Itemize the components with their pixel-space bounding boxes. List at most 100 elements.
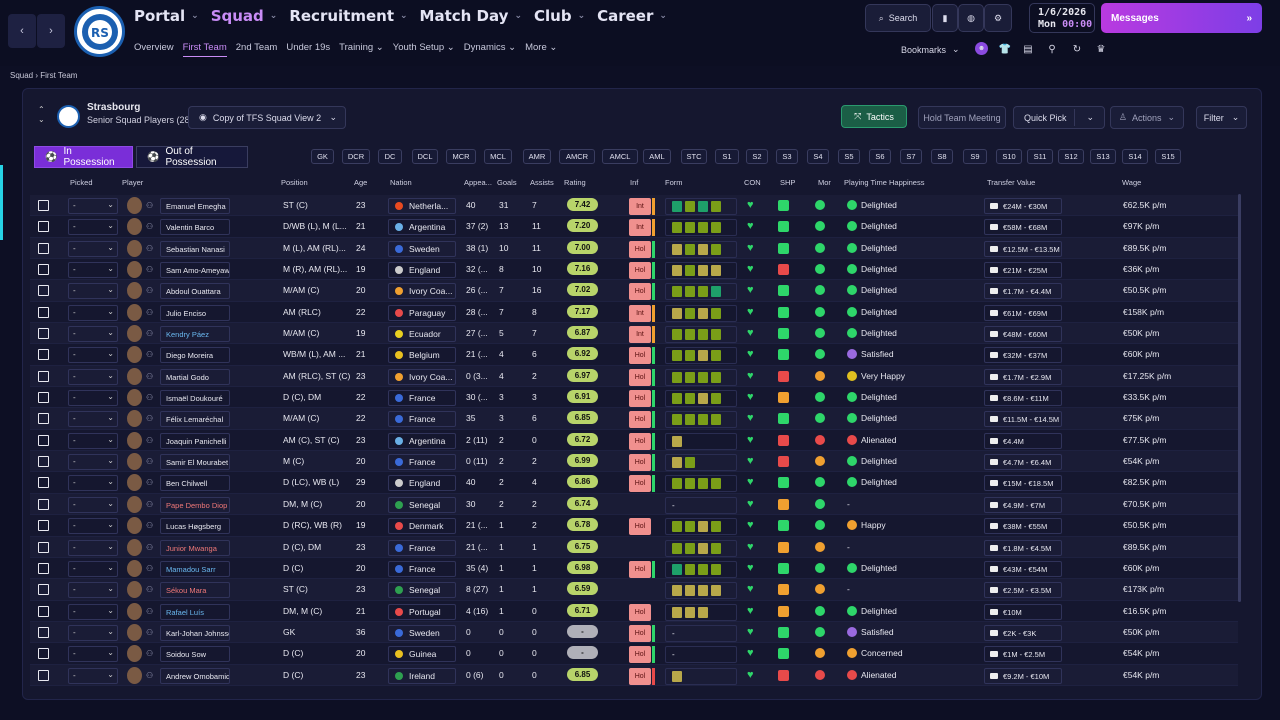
- table-row[interactable]: - ⌄ ⚇ Joaquin Panichelli AM (C), ST (C) 23 Arg…: [30, 430, 1238, 452]
- transfer-value[interactable]: €43M - €54M: [984, 560, 1062, 577]
- position-chip-amr[interactable]: AMR: [523, 149, 551, 164]
- filter-button[interactable]: Filter ⌄: [1196, 106, 1247, 129]
- bookmarks-menu[interactable]: Bookmarks ⌄: [901, 44, 960, 55]
- picked-select[interactable]: - ⌄: [68, 347, 118, 364]
- nav-career[interactable]: Career ⌄: [597, 7, 667, 25]
- quick-pick-button[interactable]: Quick Pick ⌄: [1013, 106, 1105, 129]
- column-header-rating[interactable]: Rating: [564, 178, 586, 187]
- nav-match-day[interactable]: Match Day ⌄: [420, 7, 522, 25]
- table-row[interactable]: - ⌄ ⚇ Soidou Sow D (C) 20 Guinea 0 0 0- Hol - ♥ Conce…: [30, 643, 1238, 665]
- player-name[interactable]: Martial Godo: [160, 368, 230, 385]
- transfer-value[interactable]: €2K - €3K: [984, 624, 1062, 641]
- picked-select[interactable]: - ⌄: [68, 667, 118, 684]
- column-header-inf[interactable]: Inf: [630, 178, 639, 187]
- player-name[interactable]: Rafael Luís: [160, 603, 230, 620]
- player-name[interactable]: Karl-Johan Johnsson: [160, 624, 230, 641]
- select-checkbox[interactable]: [38, 221, 49, 233]
- table-row[interactable]: - ⌄ ⚇ Valentin Barco D/WB (L), M (L... 21 Arge…: [30, 216, 1238, 238]
- picked-select[interactable]: - ⌄: [68, 560, 118, 577]
- position-chip-s2[interactable]: S2: [746, 149, 768, 164]
- picked-select[interactable]: - ⌄: [68, 582, 118, 599]
- transfer-value[interactable]: €2.5M - €3.5M: [984, 582, 1062, 599]
- select-checkbox[interactable]: [38, 242, 49, 254]
- table-row[interactable]: - ⌄ ⚇ Sebastian Nanasi M (L), AM (RL)... 24 Sw…: [30, 237, 1238, 260]
- avatar-icon[interactable]: ☻: [975, 42, 988, 55]
- player-name[interactable]: Joaquin Panichelli: [160, 432, 230, 449]
- select-checkbox[interactable]: [38, 434, 49, 446]
- transfer-value[interactable]: €15M - €18.5M: [984, 475, 1062, 492]
- player-name[interactable]: Sebastian Nanasi: [160, 240, 230, 257]
- position-chip-s10[interactable]: S10: [996, 149, 1022, 164]
- tactics-button[interactable]: ⤧ Tactics: [841, 105, 907, 128]
- position-chip-dcl[interactable]: DCL: [412, 149, 438, 164]
- picked-select[interactable]: - ⌄: [68, 304, 118, 321]
- transfer-value[interactable]: €48M - €60M: [984, 326, 1062, 343]
- table-row[interactable]: - ⌄ ⚇ Félix Lemaréchal M/AM (C) 22 France 35 3 6 6…: [30, 408, 1238, 430]
- column-header-con[interactable]: CON: [744, 178, 761, 187]
- select-checkbox[interactable]: [38, 200, 49, 211]
- position-chip-s9[interactable]: S9: [963, 149, 987, 164]
- position-chip-mcl[interactable]: MCL: [484, 149, 512, 164]
- column-header-picked[interactable]: Picked: [70, 178, 93, 187]
- transfer-value[interactable]: €1.7M - €2.9M: [984, 368, 1062, 385]
- table-row[interactable]: - ⌄ ⚇ Emanuel Emegha ST (C) 23 Netherla... 40 31…: [30, 195, 1238, 217]
- picked-select[interactable]: - ⌄: [68, 454, 118, 471]
- messages-button[interactable]: Messages»: [1101, 3, 1262, 33]
- select-checkbox[interactable]: [38, 306, 49, 318]
- picked-select[interactable]: - ⌄: [68, 624, 118, 641]
- transfer-value[interactable]: €8.6M - €11M: [984, 390, 1062, 407]
- table-row[interactable]: - ⌄ ⚇ Ben Chilwell D (LC), WB (L) 29 England 40…: [30, 472, 1238, 494]
- picked-select[interactable]: - ⌄: [68, 283, 118, 300]
- transfer-value[interactable]: €10M: [984, 603, 1062, 620]
- player-name[interactable]: Félix Lemaréchal: [160, 411, 230, 428]
- nav-squad[interactable]: Squad ⌄: [211, 7, 278, 25]
- picked-select[interactable]: - ⌄: [68, 368, 118, 385]
- column-header-assists[interactable]: Assists: [530, 178, 554, 187]
- position-chip-s13[interactable]: S13: [1090, 149, 1116, 164]
- column-header-age[interactable]: Age: [354, 178, 368, 187]
- player-name[interactable]: Junior Mwanga: [160, 539, 230, 556]
- player-nation[interactable]: Denmark: [388, 518, 456, 535]
- position-chip-s15[interactable]: S15: [1155, 149, 1181, 164]
- subnav-item[interactable]: 2nd Team: [235, 42, 278, 53]
- nav-portal[interactable]: Portal ⌄: [134, 7, 199, 25]
- select-checkbox[interactable]: [38, 520, 49, 532]
- position-chip-s1[interactable]: S1: [715, 149, 739, 164]
- clipboard-icon[interactable]: ▤: [1023, 43, 1033, 55]
- player-nation[interactable]: Ivory Coa...: [388, 368, 456, 385]
- sort-arrows[interactable]: ⌃ ⌄: [38, 105, 45, 125]
- select-checkbox[interactable]: [38, 456, 49, 468]
- player-name[interactable]: Kendry Páez: [160, 326, 230, 343]
- table-row[interactable]: - ⌄ ⚇ Abdoul Ouattara M/AM (C) 20 Ivory Coa...…: [30, 280, 1238, 302]
- player-nation[interactable]: Belgium: [388, 347, 456, 364]
- player-name[interactable]: Emanuel Emegha: [160, 198, 230, 214]
- transfer-value[interactable]: €1.7M - €4.4M: [984, 283, 1062, 300]
- player-nation[interactable]: Senegal: [388, 582, 456, 599]
- table-row[interactable]: - ⌄ ⚇ Pape Dembo Diop DM, M (C) 20 Senegal 30 2 2…: [30, 493, 1238, 516]
- player-nation[interactable]: Sweden: [388, 624, 456, 641]
- notebook-button[interactable]: ▮: [932, 4, 958, 32]
- picked-select[interactable]: - ⌄: [68, 262, 118, 279]
- transfer-value[interactable]: €24M - €30M: [984, 198, 1062, 214]
- player-name[interactable]: Andrew Omobamidele: [160, 667, 230, 684]
- position-chip-s14[interactable]: S14: [1122, 149, 1148, 164]
- select-checkbox[interactable]: [38, 562, 49, 574]
- column-header-value[interactable]: Transfer Value: [987, 178, 1036, 187]
- select-checkbox[interactable]: [38, 648, 49, 660]
- transfer-value[interactable]: €9.2M - €10M: [984, 667, 1062, 684]
- column-header-happiness[interactable]: Playing Time Happiness: [844, 178, 925, 187]
- table-row[interactable]: - ⌄ ⚇ Sékou Mara ST (C) 23 Senegal 8 (27) 1 1 6.59…: [30, 579, 1238, 601]
- player-nation[interactable]: France: [388, 411, 456, 428]
- subnav-item[interactable]: Youth Setup ⌄: [392, 42, 455, 53]
- transfer-value[interactable]: €21M - €25M: [984, 262, 1062, 279]
- column-header-apps[interactable]: Appea...: [464, 178, 492, 187]
- refresh-icon[interactable]: ↻: [1072, 43, 1082, 55]
- table-row[interactable]: - ⌄ ⚇ Julio Enciso AM (RLC) 22 Paraguay 28 (...…: [30, 302, 1238, 324]
- column-header-form[interactable]: Form: [665, 178, 683, 187]
- select-checkbox[interactable]: [38, 264, 49, 276]
- subnav-item[interactable]: More ⌄: [525, 42, 558, 53]
- world-button[interactable]: ◍: [958, 4, 984, 32]
- player-nation[interactable]: Ireland: [388, 667, 456, 684]
- transfer-value[interactable]: €61M - €69M: [984, 304, 1062, 321]
